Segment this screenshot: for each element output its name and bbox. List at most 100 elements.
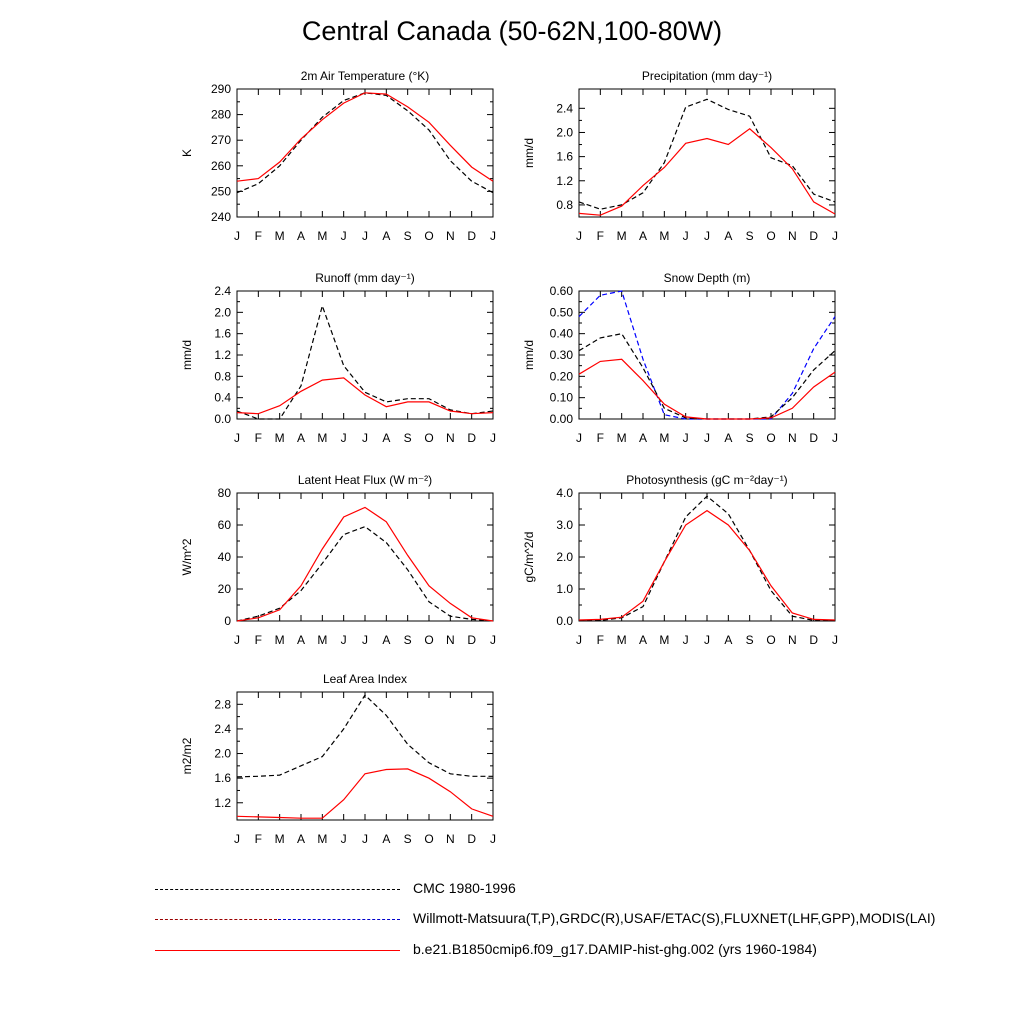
x-tick-label: D <box>809 431 818 445</box>
panel-title: 2m Air Temperature (°K) <box>301 69 430 83</box>
y-tick-label: 0 <box>224 614 231 628</box>
x-tick-label: D <box>467 832 476 846</box>
legend-line-observations <box>155 919 277 920</box>
x-tick-label: J <box>576 229 582 243</box>
y-tick-label: 3.0 <box>556 518 573 532</box>
x-tick-label: N <box>788 431 797 445</box>
x-tick-label: S <box>746 431 754 445</box>
legend-label-model: b.e21.B1850cmip6.f09_g17.DAMIP-hist-ghg.… <box>413 941 817 957</box>
x-tick-label: D <box>809 633 818 647</box>
x-tick-label: F <box>255 832 262 846</box>
x-tick-label: M <box>317 633 327 647</box>
y-tick-label: 0.00 <box>550 412 574 426</box>
y-tick-label: 270 <box>211 133 231 147</box>
plot-frame <box>236 88 494 218</box>
x-tick-label: A <box>297 229 305 243</box>
x-tick-label: A <box>639 633 647 647</box>
plot-frame <box>236 492 494 622</box>
figure-title: Central Canada (50-62N,100-80W) <box>301 16 723 46</box>
x-tick-label: J <box>683 229 689 243</box>
x-tick-label: J <box>362 832 368 846</box>
x-tick-label: J <box>832 229 838 243</box>
panel-title: Runoff (mm day⁻¹) <box>315 271 414 285</box>
x-tick-label: A <box>724 229 732 243</box>
x-tick-label: J <box>576 633 582 647</box>
x-tick-label: O <box>424 229 433 243</box>
y-tick-label: 0.4 <box>214 391 231 405</box>
y-tick-label: 2.0 <box>556 125 573 139</box>
x-tick-label: A <box>297 832 305 846</box>
legend-line-observations-alt <box>278 919 400 920</box>
series-line-obs_alt <box>578 290 836 420</box>
series-line-obs <box>236 92 494 194</box>
series-line-model <box>236 377 494 415</box>
y-tick-label: 2.0 <box>214 305 231 319</box>
legend-line-cmc <box>155 889 400 890</box>
y-tick-label: 0.20 <box>550 369 574 383</box>
series-line-model <box>578 358 836 420</box>
x-tick-label: A <box>382 832 390 846</box>
x-tick-label: A <box>297 431 305 445</box>
x-tick-label: M <box>659 633 669 647</box>
x-tick-label: J <box>490 832 496 846</box>
x-tick-label: M <box>617 229 627 243</box>
plot-frame <box>578 88 836 218</box>
y-axis-label: mm/d <box>522 138 536 168</box>
x-tick-label: M <box>317 229 327 243</box>
x-tick-label: M <box>659 431 669 445</box>
plot-frame <box>236 691 494 821</box>
x-tick-label: S <box>404 633 412 647</box>
x-tick-label: M <box>275 229 285 243</box>
x-tick-label: A <box>382 431 390 445</box>
x-tick-label: M <box>317 832 327 846</box>
x-tick-label: J <box>341 431 347 445</box>
x-tick-label: O <box>766 633 775 647</box>
y-axis-label: mm/d <box>180 340 194 370</box>
panel-title: Snow Depth (m) <box>664 271 751 285</box>
x-tick-label: M <box>317 431 327 445</box>
x-tick-label: A <box>639 431 647 445</box>
x-tick-label: S <box>404 229 412 243</box>
x-tick-label: J <box>234 431 240 445</box>
legend-line-model <box>155 950 400 951</box>
x-tick-label: M <box>617 633 627 647</box>
x-tick-label: M <box>275 633 285 647</box>
x-tick-label: F <box>597 633 604 647</box>
x-tick-label: F <box>255 229 262 243</box>
y-tick-label: 2.8 <box>214 697 231 711</box>
panel-title: Precipitation (mm day⁻¹) <box>642 69 772 83</box>
x-tick-label: N <box>446 431 455 445</box>
y-axis-label: W/m^2 <box>180 538 194 575</box>
y-tick-label: 290 <box>211 82 231 96</box>
x-tick-label: S <box>404 832 412 846</box>
x-tick-label: J <box>832 633 838 647</box>
y-tick-label: 2.4 <box>556 101 573 115</box>
x-tick-label: J <box>234 633 240 647</box>
series-line-obs <box>236 694 493 778</box>
series-line-obs <box>578 98 836 210</box>
panel-lhf: Latent Heat Flux (W m⁻²)J F M A M J J A S O N D J020… <box>180 473 496 647</box>
series-line-obs <box>578 333 836 420</box>
y-tick-label: 1.6 <box>214 327 231 341</box>
x-tick-label: D <box>467 229 476 243</box>
x-tick-label: N <box>788 633 797 647</box>
y-tick-label: 1.0 <box>556 582 573 596</box>
series-line-obs <box>236 525 494 622</box>
y-tick-label: 280 <box>211 108 231 122</box>
x-tick-label: J <box>362 229 368 243</box>
y-axis-label: m2/m2 <box>180 737 194 774</box>
plot-frame <box>578 290 836 420</box>
y-tick-label: 1.6 <box>214 771 231 785</box>
y-tick-label: 4.0 <box>556 486 573 500</box>
x-tick-label: J <box>234 832 240 846</box>
y-tick-label: 0.10 <box>550 391 574 405</box>
y-tick-label: 240 <box>211 210 231 224</box>
x-tick-label: O <box>766 229 775 243</box>
x-tick-label: M <box>659 229 669 243</box>
x-tick-label: M <box>617 431 627 445</box>
x-tick-label: O <box>766 431 775 445</box>
y-tick-label: 2.4 <box>214 722 231 736</box>
y-axis-label: mm/d <box>522 340 536 370</box>
panel-gpp: Photosynthesis (gC m⁻²day⁻¹)J F M A M J J A S O N D… <box>522 473 838 647</box>
